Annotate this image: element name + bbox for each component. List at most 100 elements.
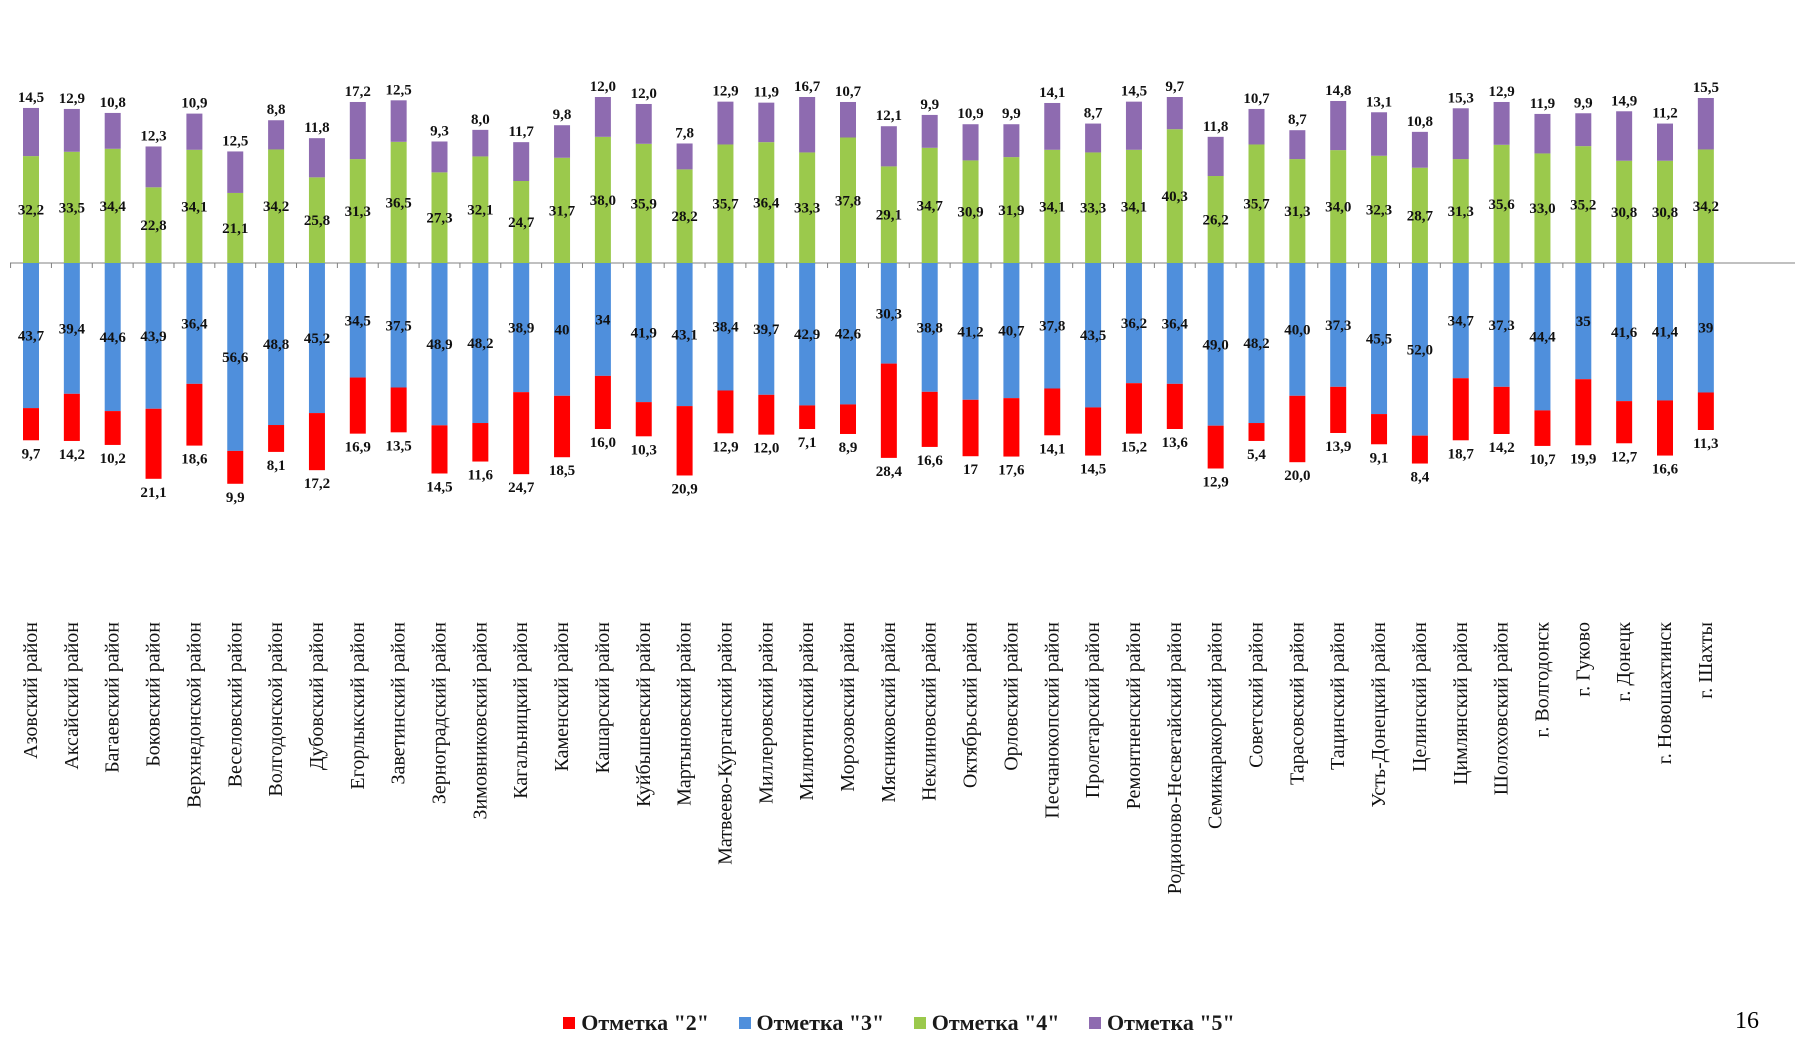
data-label-mark3: 38,4 bbox=[712, 320, 739, 336]
bar-mark2 bbox=[1697, 392, 1714, 430]
bar-mark5 bbox=[472, 129, 489, 157]
category-label: Егорлыкский район bbox=[347, 622, 369, 790]
bar-mark2 bbox=[1616, 401, 1633, 444]
bar-mark2 bbox=[23, 408, 39, 441]
legend-item-mark4: Отметка "4" bbox=[913, 1010, 1060, 1036]
bar-mark4 bbox=[840, 137, 856, 263]
data-label-mark2: 17 bbox=[963, 462, 979, 478]
data-label-mark2: 16,9 bbox=[345, 440, 371, 456]
bar-mark2 bbox=[349, 377, 366, 434]
bar-mark2 bbox=[1085, 407, 1102, 456]
data-label-mark3: 38,8 bbox=[917, 320, 943, 336]
data-label-mark2: 12,9 bbox=[712, 439, 738, 455]
data-label-mark3: 30,3 bbox=[876, 306, 902, 322]
data-label-mark3: 39 bbox=[1698, 321, 1713, 337]
category-label: Пролетарский район bbox=[1082, 622, 1104, 798]
bar-mark2 bbox=[390, 387, 407, 433]
category-label: Ремонтненский район bbox=[1123, 622, 1145, 810]
bar-mark5 bbox=[63, 108, 80, 152]
bar-mark2 bbox=[1493, 386, 1510, 434]
category-label: Заветинский район bbox=[388, 622, 410, 785]
data-label-mark4: 26,2 bbox=[1203, 213, 1229, 229]
bar-mark2 bbox=[1248, 423, 1265, 441]
data-label-mark5: 12,9 bbox=[59, 91, 85, 107]
data-label-mark3: 37,3 bbox=[1325, 318, 1351, 334]
bar-mark2 bbox=[594, 375, 611, 429]
data-label-mark5: 8,7 bbox=[1288, 112, 1307, 128]
data-label-mark5: 13,1 bbox=[1366, 94, 1392, 110]
data-label-mark2: 8,9 bbox=[839, 440, 858, 456]
bar-mark4 bbox=[1125, 149, 1142, 263]
bar-mark3 bbox=[1044, 263, 1061, 389]
legend-swatch-mark4 bbox=[913, 1017, 926, 1029]
bar-mark5 bbox=[840, 101, 856, 138]
data-label-mark5: 12,9 bbox=[1488, 84, 1514, 100]
data-label-mark3: 36,2 bbox=[1121, 316, 1147, 332]
bar-mark2 bbox=[145, 408, 162, 479]
bar-mark3 bbox=[63, 263, 80, 394]
bar-mark5 bbox=[104, 112, 121, 149]
data-label-mark2: 7,1 bbox=[798, 435, 817, 451]
bar-mark5 bbox=[349, 101, 366, 160]
bar-mark3 bbox=[1534, 263, 1551, 411]
bar-mark2 bbox=[758, 394, 775, 435]
category-label: Дубовский район bbox=[306, 622, 328, 770]
bar-mark2 bbox=[1003, 398, 1020, 457]
bar-mark3 bbox=[1371, 263, 1388, 415]
category-label: Милютинский район bbox=[796, 622, 818, 801]
data-label-mark4: 28,2 bbox=[671, 209, 697, 225]
data-label-mark5: 9,8 bbox=[553, 107, 572, 123]
bar-mark2 bbox=[513, 392, 530, 475]
data-label-mark3: 37,3 bbox=[1488, 318, 1514, 334]
bar-mark2 bbox=[676, 406, 693, 476]
data-label-mark2: 9,1 bbox=[1370, 450, 1389, 466]
bar-mark3 bbox=[758, 263, 775, 395]
bar-mark4 bbox=[186, 149, 203, 263]
chart-legend: Отметка "2" Отметка "3" Отметка "4" Отме… bbox=[0, 1010, 1798, 1036]
bar-mark3 bbox=[1657, 263, 1673, 401]
bar-mark3 bbox=[962, 263, 979, 400]
bar-mark5 bbox=[1697, 97, 1714, 150]
data-label-mark3: 41,4 bbox=[1652, 325, 1679, 341]
category-label: Усть-Донецкий район bbox=[1368, 622, 1390, 808]
data-label-mark5: 8,8 bbox=[267, 102, 286, 118]
bar-mark3 bbox=[1330, 263, 1347, 387]
data-label-mark5: 15,5 bbox=[1693, 80, 1719, 96]
data-label-mark5: 14,5 bbox=[1121, 84, 1147, 100]
data-label-mark2: 8,4 bbox=[1411, 470, 1430, 486]
bar-mark2 bbox=[308, 413, 325, 471]
data-label-mark5: 14,9 bbox=[1611, 93, 1637, 109]
category-label: Зерноградский район bbox=[429, 622, 451, 804]
data-label-mark4: 34,0 bbox=[1325, 200, 1351, 216]
bar-mark5 bbox=[635, 103, 652, 144]
data-label-mark2: 17,2 bbox=[304, 476, 330, 492]
category-label: Семикаракорский район bbox=[1205, 622, 1227, 829]
bar-mark3 bbox=[472, 263, 489, 424]
bar-mark2 bbox=[962, 399, 979, 457]
bar-mark4 bbox=[1166, 129, 1183, 263]
category-label: Куйбышевский район bbox=[633, 622, 655, 807]
bar-mark3 bbox=[308, 263, 325, 414]
data-label-mark3: 37,5 bbox=[386, 318, 412, 334]
bar-mark2 bbox=[227, 450, 244, 484]
bar-mark3 bbox=[349, 263, 366, 378]
data-label-mark2: 20,9 bbox=[671, 481, 697, 497]
data-label-mark5: 12,1 bbox=[876, 108, 902, 124]
data-label-mark4: 25,8 bbox=[304, 213, 330, 229]
bar-mark2 bbox=[431, 425, 448, 474]
bar-mark5 bbox=[431, 141, 448, 173]
category-label: Багаевский район bbox=[102, 622, 124, 773]
bar-mark2 bbox=[799, 405, 816, 429]
bar-mark5 bbox=[268, 120, 285, 150]
data-label-mark3: 48,9 bbox=[426, 337, 452, 353]
data-label-mark2: 21,1 bbox=[140, 485, 166, 501]
bar-mark2 bbox=[1330, 386, 1347, 433]
bar-mark5 bbox=[1657, 123, 1673, 161]
data-label-mark4: 35,2 bbox=[1570, 198, 1596, 214]
data-label-mark3: 41,9 bbox=[631, 326, 657, 342]
bar-mark2 bbox=[1166, 383, 1183, 429]
data-label-mark3: 36,4 bbox=[181, 316, 208, 332]
category-label: Миллеровский район bbox=[755, 622, 777, 804]
category-label: Кашарский район bbox=[592, 622, 614, 774]
data-label-mark3: 34,5 bbox=[345, 313, 371, 329]
